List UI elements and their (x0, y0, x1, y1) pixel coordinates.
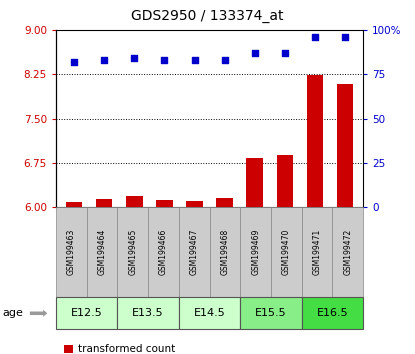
Bar (247, 158, 263, 207)
Text: E13.5: E13.5 (132, 308, 164, 318)
Bar (66, 202, 82, 207)
Point (161, 57, 168, 63)
Point (312, 34, 318, 40)
Text: E12.5: E12.5 (71, 308, 103, 318)
Text: GSM199465: GSM199465 (128, 229, 137, 275)
Point (221, 57, 228, 63)
Text: E15.5: E15.5 (255, 308, 287, 318)
Bar (186, 201, 203, 207)
Point (191, 57, 198, 63)
Text: GSM199463: GSM199463 (67, 229, 76, 275)
Bar (337, 84, 353, 207)
Point (342, 34, 348, 40)
Point (71, 59, 78, 65)
Bar (126, 196, 143, 207)
Bar (276, 155, 293, 207)
Bar (156, 200, 173, 207)
Point (101, 57, 107, 63)
Bar (96, 199, 112, 207)
Text: transformed count: transformed count (78, 344, 175, 354)
Bar (216, 198, 233, 207)
Text: GSM199464: GSM199464 (98, 229, 107, 275)
Text: E14.5: E14.5 (194, 308, 225, 318)
Text: GSM199472: GSM199472 (343, 229, 352, 275)
Point (281, 50, 288, 56)
Text: GSM199469: GSM199469 (251, 229, 260, 275)
Bar (307, 75, 323, 207)
Text: GSM199471: GSM199471 (312, 229, 322, 275)
Point (131, 56, 138, 61)
Text: E16.5: E16.5 (317, 308, 348, 318)
Text: GSM199470: GSM199470 (282, 229, 291, 275)
Point (251, 50, 258, 56)
Text: GSM199467: GSM199467 (190, 229, 199, 275)
Text: age: age (2, 308, 23, 318)
Text: GSM199466: GSM199466 (159, 229, 168, 275)
Text: GDS2950 / 133374_at: GDS2950 / 133374_at (131, 9, 284, 23)
Text: GSM199468: GSM199468 (220, 229, 229, 275)
